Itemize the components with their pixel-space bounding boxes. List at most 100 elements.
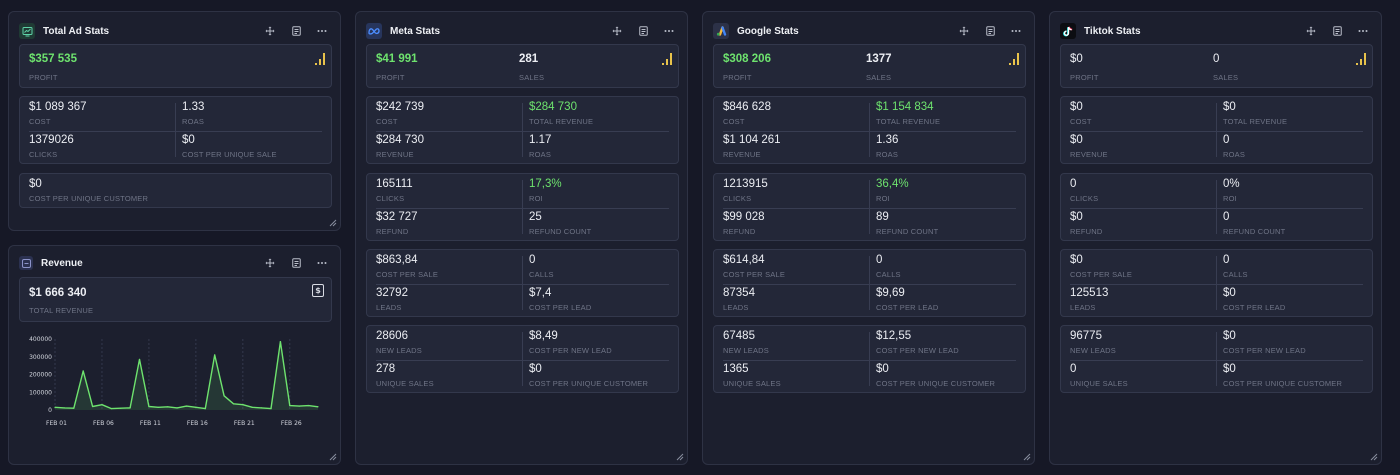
panel-header: Meta Stats [366, 21, 677, 41]
new-leads-value: 28606 [376, 330, 408, 342]
refund-count-value: 0 [1223, 211, 1230, 223]
leads-value: 32792 [376, 287, 408, 299]
tiktok-icon [1060, 23, 1076, 39]
new-leads-value: 67485 [723, 330, 755, 342]
signal-icon[interactable] [315, 53, 325, 65]
move-icon[interactable] [1305, 25, 1317, 37]
data-point [91, 405, 94, 408]
cost-per-lead-value: $9,69 [876, 287, 905, 299]
refund-count-label: REFUND COUNT [876, 227, 939, 236]
unique-sales-label: UNIQUE SALES [376, 379, 434, 388]
data-point [110, 407, 112, 410]
total-revenue-value: $1 666 340 [29, 287, 87, 299]
tiktok-stats-panel: Tiktok Stats $0 PROFIT 0 SALES $0 COST $0 T… [1049, 11, 1382, 465]
leads-label: LEADS [723, 303, 749, 312]
resize-handle-icon[interactable] [329, 219, 337, 227]
calls-label: CALLS [876, 270, 901, 279]
roi-label: ROI [529, 194, 543, 203]
new-leads-label: NEW LEADS [723, 346, 769, 355]
dollar-icon[interactable]: $ [312, 284, 324, 297]
divider [869, 256, 870, 310]
more-options-icon[interactable] [1010, 25, 1022, 37]
cost-per-unique-customer-label: COST PER UNIQUE CUSTOMER [1223, 379, 1343, 388]
divider [1216, 332, 1217, 386]
calls-label: CALLS [1223, 270, 1248, 279]
x-tick-label: FEB 16 [187, 420, 208, 427]
cost-value: $1 089 367 [29, 101, 87, 113]
notes-icon[interactable] [984, 25, 996, 37]
signal-icon[interactable] [662, 53, 672, 65]
cost-per-sale-label: COST PER SALE [1070, 270, 1133, 279]
cost-label: COST [1070, 117, 1092, 126]
data-point [185, 405, 188, 407]
data-point [251, 406, 253, 408]
clicks-value: 1379026 [29, 134, 74, 146]
metric-card: 28606 NEW LEADS $8,49 COST PER NEW LEAD 278 U… [366, 325, 679, 393]
move-icon[interactable] [264, 25, 276, 37]
x-tick-label: FEB 06 [93, 420, 114, 427]
cost-per-lead-label: COST PER LEAD [876, 303, 939, 312]
move-icon[interactable] [611, 25, 623, 37]
notes-icon[interactable] [290, 25, 302, 37]
clicks-value: 0 [1070, 178, 1077, 190]
sales-label: SALES [519, 73, 545, 82]
sales-value: 1377 [866, 53, 892, 65]
chart-icon [19, 23, 35, 39]
data-point [317, 406, 319, 408]
cost-per-unique-sale-value: $0 [182, 134, 195, 146]
clicks-label: CLICKS [376, 194, 405, 203]
data-point [167, 406, 169, 408]
divider [869, 103, 870, 157]
clicks-label: CLICKS [1070, 194, 1099, 203]
data-point [242, 404, 244, 406]
revenue-label: REVENUE [376, 150, 414, 159]
roas-value: 1.17 [529, 134, 552, 146]
cost-per-unique-customer-value: $0 [29, 178, 42, 190]
move-icon[interactable] [264, 257, 276, 269]
profit-label: PROFIT [376, 73, 405, 82]
profit-value: $41 991 [376, 53, 418, 65]
profit-sales-card: $0 PROFIT 0 SALES [1060, 44, 1373, 88]
series-area [55, 341, 318, 410]
divider [522, 332, 523, 386]
signal-icon[interactable] [1356, 53, 1366, 65]
metric-card: $614,84 COST PER SALE 0 CALLS 87354 LEADS $9,6… [713, 249, 1026, 317]
y-tick-label: 0 [48, 407, 52, 414]
move-icon[interactable] [958, 25, 970, 37]
data-point [120, 407, 122, 409]
cost-per-unique-customer-label: COST PER UNIQUE CUSTOMER [29, 194, 149, 203]
x-tick-label: FEB 21 [234, 420, 255, 427]
notes-icon[interactable] [637, 25, 649, 37]
notes-icon[interactable] [290, 257, 302, 269]
data-point [214, 354, 216, 356]
cost-per-unique-customer-value: $0 [876, 363, 889, 375]
resize-handle-icon[interactable] [676, 453, 684, 461]
profit-value: $0 [1070, 53, 1083, 65]
total-revenue-value: $0 [1223, 101, 1236, 113]
more-options-icon[interactable] [316, 257, 328, 269]
more-options-icon[interactable] [316, 25, 328, 37]
revenue-chart: 400000 300000 200000 100000 0 FEB 01 FEB 06 FEB… [29, 336, 319, 427]
notes-icon[interactable] [1331, 25, 1343, 37]
signal-icon[interactable] [1009, 53, 1019, 65]
revenue-label: REVENUE [1070, 150, 1108, 159]
resize-handle-icon[interactable] [1370, 453, 1378, 461]
divider [522, 103, 523, 157]
x-tick-label: FEB 11 [140, 420, 161, 427]
sales-label: SALES [1213, 73, 1239, 82]
refund-label: REFUND [376, 227, 409, 236]
more-options-icon[interactable] [663, 25, 675, 37]
total-revenue-value: $284 730 [529, 101, 577, 113]
cost-value: $0 [1070, 101, 1083, 113]
more-options-icon[interactable] [1357, 25, 1369, 37]
refund-label: REFUND [1070, 227, 1103, 236]
metric-card: $846 628 COST $1 154 834 TOTAL REVENUE $1 10… [713, 96, 1026, 164]
y-tick-label: 400000 [29, 336, 52, 343]
profit-label: PROFIT [1070, 73, 1099, 82]
data-point [204, 407, 206, 410]
y-tick-label: 200000 [29, 372, 52, 379]
cost-label: COST [723, 117, 745, 126]
resize-handle-icon[interactable] [329, 453, 337, 461]
resize-handle-icon[interactable] [1023, 453, 1031, 461]
unique-sales-value: 0 [1070, 363, 1077, 375]
